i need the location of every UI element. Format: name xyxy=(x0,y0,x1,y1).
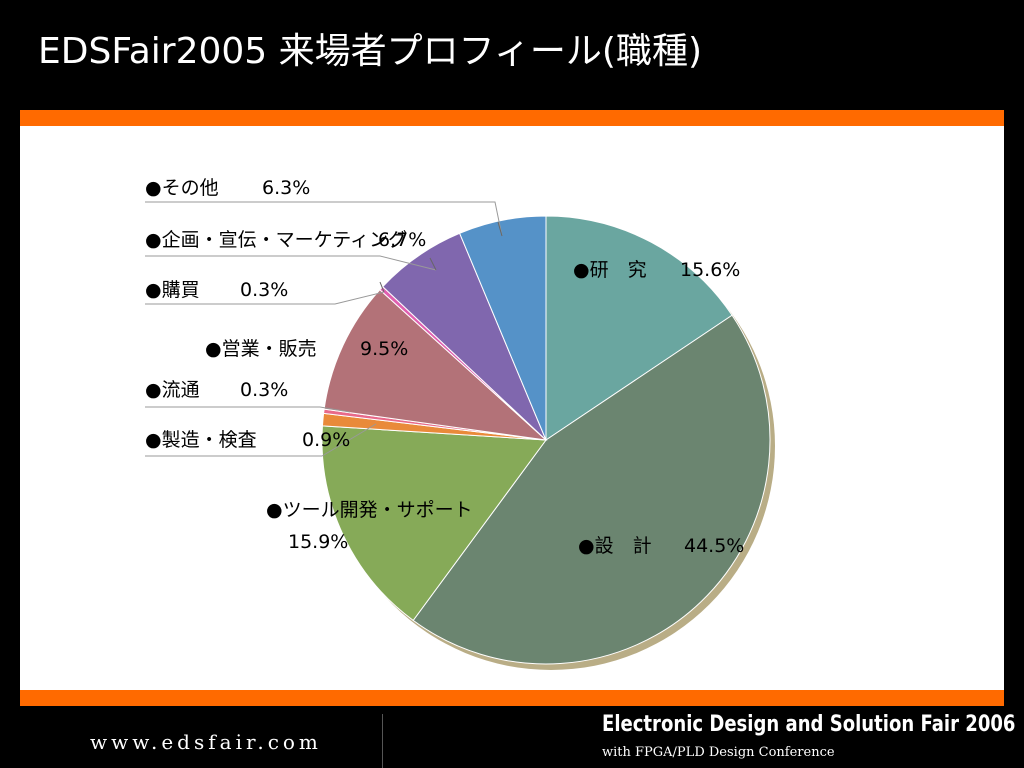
slice-label-8: ●その他 xyxy=(145,177,219,199)
fair-name: Electronic Design and Solution Fair 2006 xyxy=(602,712,1016,737)
slice-label-0: ●研 究 xyxy=(573,259,647,281)
leader-line-7 xyxy=(145,255,437,271)
leader-line-6 xyxy=(145,291,385,305)
slice-label-3: ●製造・検査 xyxy=(145,429,257,451)
pie-slice-1 xyxy=(412,314,771,665)
footer xyxy=(0,708,1024,768)
slice-value-8: 6.3% xyxy=(262,177,310,199)
slice-label-7: ●企画・宣伝・マーケティング xyxy=(145,229,407,251)
leader-line-3 xyxy=(145,423,377,457)
slice-value-7: 6.7% xyxy=(378,229,426,251)
slice-value-4: 0.3% xyxy=(240,379,288,401)
footer-divider xyxy=(382,714,383,768)
slice-label-5: ●営業・販売 xyxy=(205,338,317,360)
slice-value-5: 9.5% xyxy=(360,338,408,360)
slice-label-2: ●ツール開発・サポート xyxy=(266,499,473,521)
slice-tick-0 xyxy=(429,257,437,271)
fair-subtitle: with FPGA/PLD Design Conference xyxy=(602,745,835,760)
slice-label-6: ●購買 xyxy=(145,279,200,301)
pie-slice-8 xyxy=(458,215,547,441)
top-accent-bar xyxy=(20,110,1004,126)
bottom-accent-bar xyxy=(20,690,1004,706)
slide-title: EDSFair2005 来場者プロフィール(職種) xyxy=(38,31,703,72)
pie-slice-0 xyxy=(545,215,733,441)
slice-tick-2 xyxy=(379,281,385,293)
slice-value-3: 0.9% xyxy=(302,429,350,451)
slice-label-4: ●流通 xyxy=(145,379,200,401)
pie-slice-2 xyxy=(321,425,547,622)
slice-value-2: 15.9% xyxy=(288,531,348,553)
slice-value-1: 44.5% xyxy=(684,535,744,557)
leader-line-8 xyxy=(145,201,503,237)
slice-label-1: ●設 計 xyxy=(578,535,652,557)
slice-value-0: 15.6% xyxy=(680,259,740,281)
slice-tick-1 xyxy=(497,221,503,237)
website-url[interactable]: www.edsfair.com xyxy=(90,730,322,754)
leader-line-4 xyxy=(145,406,351,413)
slice-value-6: 0.3% xyxy=(240,279,288,301)
